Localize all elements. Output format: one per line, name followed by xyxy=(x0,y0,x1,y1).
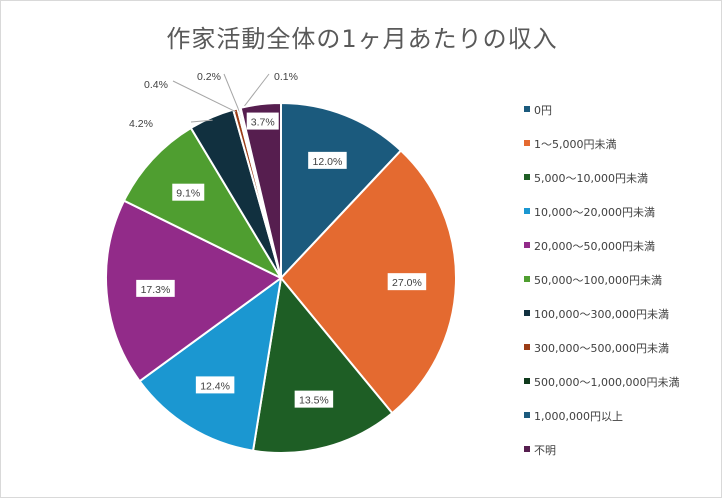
pie-slice xyxy=(280,101,403,281)
leader-line xyxy=(190,119,213,123)
legend-label: 10,000〜20,000円未満 xyxy=(534,206,655,219)
legend-label: 300,000〜500,000円未満 xyxy=(534,342,669,355)
legend-item: 100,000〜300,000円未満 xyxy=(524,306,679,340)
legend-item: 20,000〜50,000円未満 xyxy=(524,238,679,272)
data-label-box xyxy=(195,376,235,394)
legend-swatch xyxy=(524,242,530,248)
data-label: 12.0% xyxy=(313,156,343,168)
data-label-box xyxy=(172,183,205,201)
legend-swatch xyxy=(524,208,530,214)
data-label-box xyxy=(136,279,175,297)
legend-label: 1〜5,000円未満 xyxy=(534,138,617,151)
pie-slice xyxy=(239,101,282,279)
pie-slice xyxy=(279,149,457,415)
legend-swatch xyxy=(524,344,530,350)
data-label: 0.2% xyxy=(197,71,221,83)
legend: 0円 1〜5,000円未満 5,000〜10,000円未満 10,000〜20,000… xyxy=(524,102,679,476)
legend-item: 1,000,000円以上 xyxy=(524,408,679,442)
legend-swatch xyxy=(524,378,530,384)
legend-label: 500,000〜1,000,000円未満 xyxy=(534,376,680,389)
data-label: 3.7% xyxy=(251,117,275,129)
legend-label: 0円 xyxy=(534,104,552,117)
data-label: 17.3% xyxy=(141,284,171,296)
legend-swatch xyxy=(524,412,530,418)
data-label-box xyxy=(246,112,279,130)
data-label-box xyxy=(308,151,347,169)
legend-label: 20,000〜50,000円未満 xyxy=(534,240,655,253)
legend-swatch xyxy=(524,140,530,146)
data-label: 9.1% xyxy=(176,188,200,200)
legend-swatch xyxy=(524,174,530,180)
legend-label: 1,000,000円以上 xyxy=(534,410,623,423)
pie-slice xyxy=(138,275,283,452)
legend-item: 1〜5,000円未満 xyxy=(524,136,679,170)
data-label: 4.2% xyxy=(129,118,153,130)
data-label: 27.0% xyxy=(392,277,422,289)
pie-slice xyxy=(251,275,394,454)
legend-label: 不明 xyxy=(534,444,556,457)
leader-line xyxy=(172,80,237,113)
legend-item: 300,000〜500,000円未満 xyxy=(524,340,679,374)
legend-swatch xyxy=(524,106,530,112)
legend-item: 10,000〜20,000円未満 xyxy=(524,204,679,238)
data-label: 13.5% xyxy=(299,395,329,407)
legend-swatch xyxy=(524,276,530,282)
data-label: 12.4% xyxy=(200,380,230,392)
chart-title: 作家活動全体の1ヶ月あたりの収入 xyxy=(166,25,558,53)
legend-item: 5,000〜10,000円未満 xyxy=(524,170,679,204)
legend-item: 50,000〜100,000円未満 xyxy=(524,272,679,306)
leader-line xyxy=(240,73,270,112)
data-label-box xyxy=(294,390,334,408)
data-label-box xyxy=(387,273,427,291)
legend-swatch xyxy=(524,446,530,452)
data-label: 0.4% xyxy=(144,79,168,91)
legend-label: 50,000〜100,000円未満 xyxy=(534,274,662,287)
leader-line xyxy=(223,73,240,112)
legend-label: 100,000〜300,000円未満 xyxy=(534,308,669,321)
legend-item: 500,000〜1,000,000円未満 xyxy=(524,374,679,408)
legend-label: 5,000〜10,000円未満 xyxy=(534,172,648,185)
data-label: 0.1% xyxy=(274,71,298,83)
legend-item: 不明 xyxy=(524,442,679,476)
pie-slice xyxy=(122,126,284,281)
legend-swatch xyxy=(524,310,530,316)
pie-slice xyxy=(105,199,283,383)
legend-item: 0円 xyxy=(524,102,679,136)
